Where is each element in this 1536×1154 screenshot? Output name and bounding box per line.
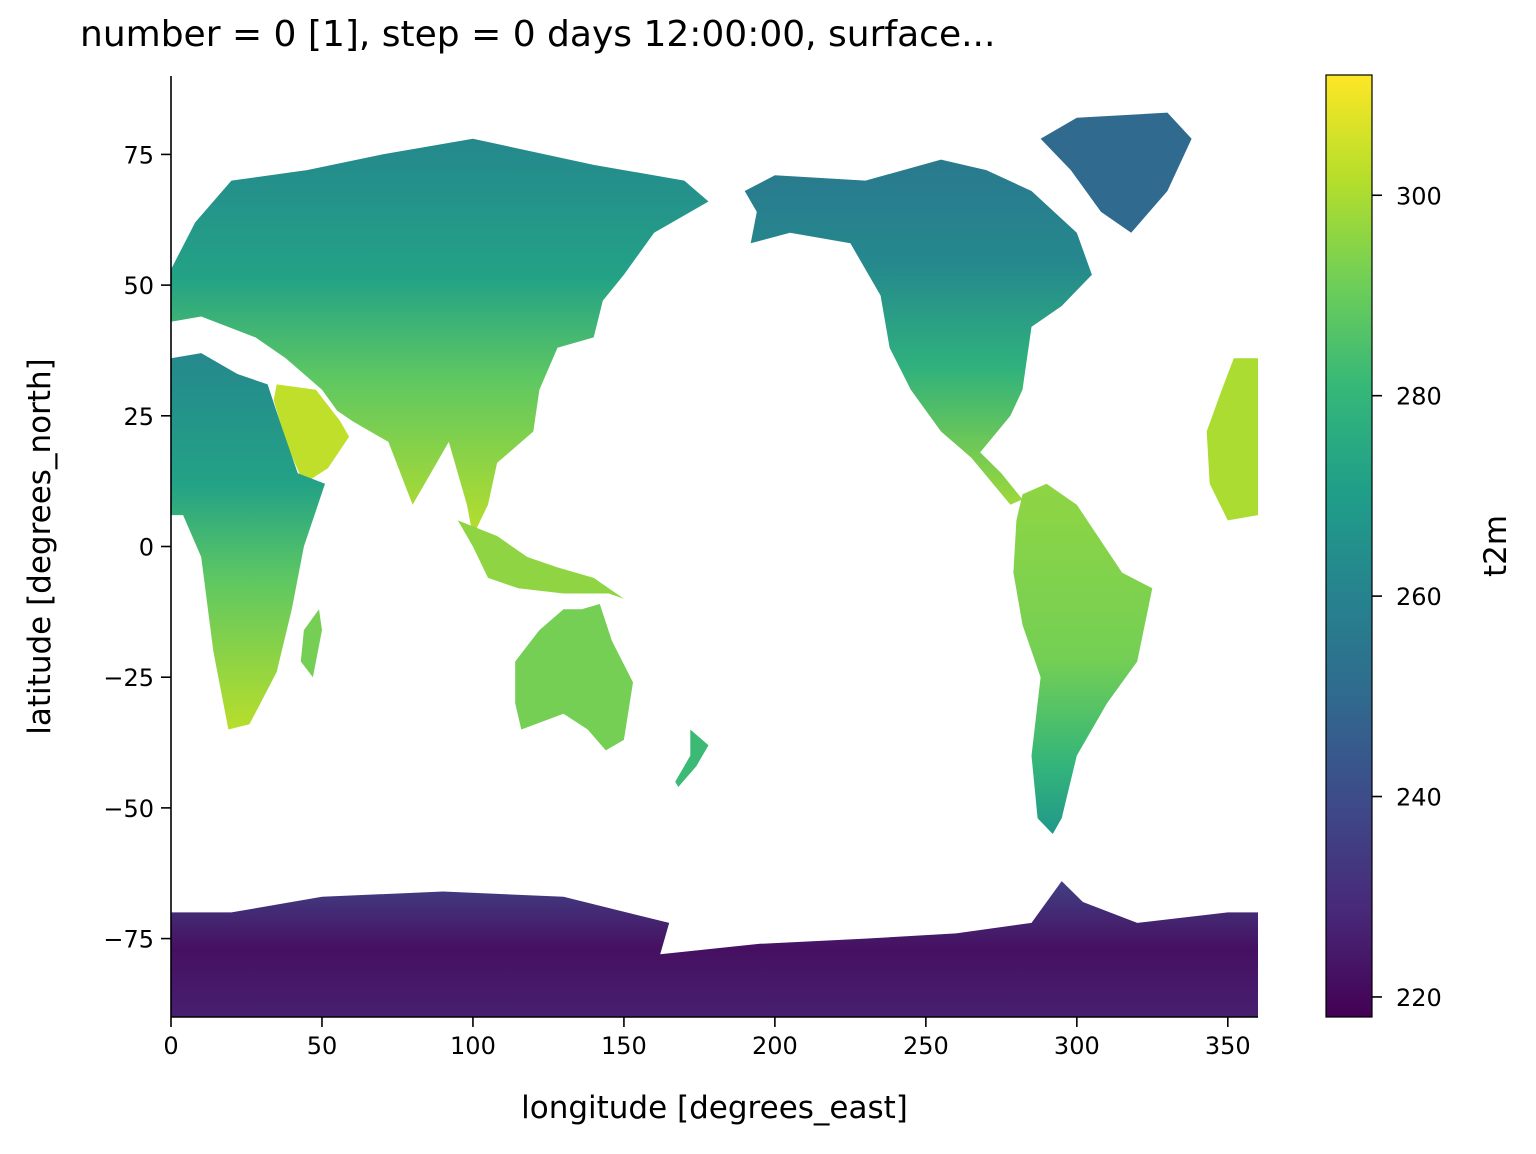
x-tick-label: 50 (307, 1032, 338, 1060)
x-axis-label: longitude [degrees_east] (521, 1090, 908, 1126)
y-tick-label: −50 (103, 795, 154, 823)
y-tick-label: −75 (103, 926, 154, 954)
australia (515, 604, 633, 751)
colorbar-tick-label: 280 (1396, 383, 1442, 411)
x-tick-label: 0 (163, 1032, 178, 1060)
arabia (273, 384, 350, 484)
x-tick-label: 350 (1205, 1032, 1251, 1060)
africa (171, 353, 325, 730)
x-tick-label: 100 (450, 1032, 496, 1060)
colorbar (1325, 74, 1373, 1018)
eurasia (171, 138, 709, 536)
x-tick-label: 250 (903, 1032, 949, 1060)
colorbar-label: t2m (1478, 515, 1514, 577)
land-surface (171, 112, 1258, 1017)
madagascar (300, 609, 322, 678)
y-axis-label: latitude [degrees_north] (22, 358, 58, 734)
colorbar-tick-label: 240 (1396, 784, 1442, 812)
south-america (1013, 483, 1153, 834)
north-america (744, 159, 1092, 505)
africa-west-edge (1206, 358, 1258, 521)
y-tick-label: 50 (123, 272, 154, 300)
chart-title: number = 0 [1], step = 0 days 12:00:00, … (80, 14, 996, 55)
new-zealand (675, 729, 709, 787)
colorbar-tick-label: 220 (1396, 984, 1442, 1012)
greenland (1040, 112, 1192, 233)
y-tick-label: 25 (123, 403, 154, 431)
colorbar-tick-label: 300 (1396, 182, 1442, 210)
indonesia (457, 520, 624, 599)
x-tick-label: 200 (752, 1032, 798, 1060)
x-tick-label: 300 (1054, 1032, 1100, 1060)
y-tick-label: 0 (139, 534, 154, 562)
antarctica (171, 881, 1258, 1017)
x-tick-label: 150 (601, 1032, 647, 1060)
colorbar-tick-label: 260 (1396, 583, 1442, 611)
y-tick-label: 75 (123, 141, 154, 169)
y-tick-label: −25 (103, 664, 154, 692)
